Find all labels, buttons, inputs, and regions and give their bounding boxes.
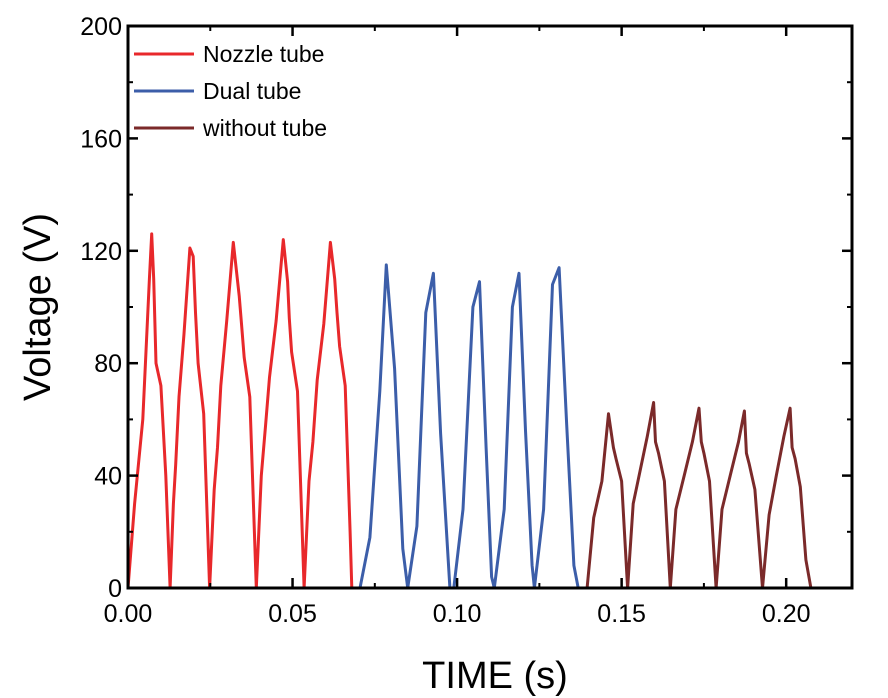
legend-label-3: without tube bbox=[202, 115, 327, 141]
series-line-2 bbox=[358, 263, 580, 590]
plot-lines bbox=[126, 232, 813, 590]
legend: Nozzle tube Dual tube without tube bbox=[134, 41, 327, 141]
y-tick-label: 200 bbox=[80, 13, 122, 41]
y-tick-label: 80 bbox=[94, 350, 122, 378]
legend-label-2: Dual tube bbox=[203, 78, 301, 104]
y-tick-label: 160 bbox=[80, 125, 122, 153]
x-tick-label: 0.05 bbox=[268, 600, 317, 628]
y-tick-label: 40 bbox=[94, 463, 122, 491]
axis-tick-labels: 0 40 80 120 160 200 0.00 0.05 0.10 0.15 0.20 bbox=[80, 13, 810, 628]
x-tick-label: 0.10 bbox=[433, 600, 482, 628]
y-tick-label: 120 bbox=[80, 238, 122, 266]
x-tick-label: 0.00 bbox=[104, 600, 153, 628]
legend-label-1: Nozzle tube bbox=[203, 41, 324, 67]
plot-frame bbox=[126, 24, 854, 590]
x-axis-title: TIME (s) bbox=[422, 655, 568, 697]
series-line-1 bbox=[126, 232, 354, 590]
x-tick-label: 0.15 bbox=[597, 600, 646, 628]
y-tick-label: 0 bbox=[108, 575, 122, 603]
x-tick-label: 0.20 bbox=[762, 600, 811, 628]
y-axis-title: Voltage (V) bbox=[17, 213, 59, 401]
series-line-3 bbox=[585, 401, 813, 590]
axis-ticks bbox=[126, 24, 852, 590]
